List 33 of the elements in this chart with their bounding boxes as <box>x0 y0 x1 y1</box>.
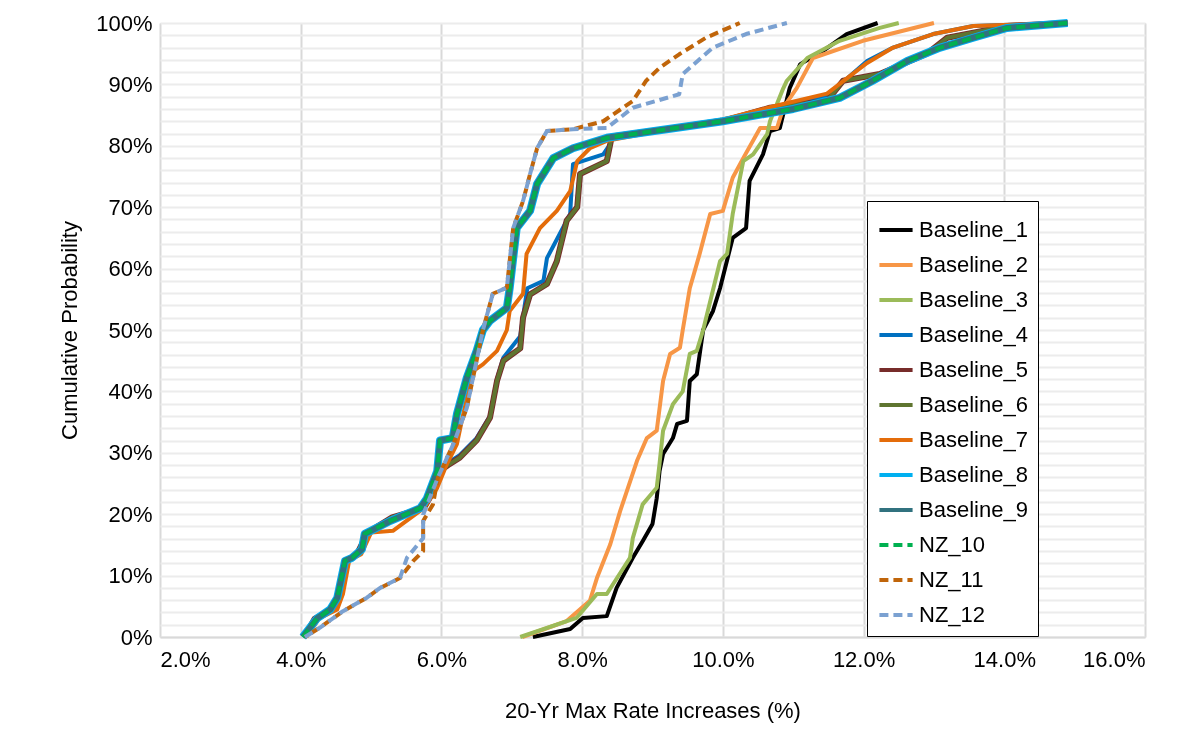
y-tick-label: 20% <box>108 501 153 527</box>
legend-label: Baseline_3 <box>919 287 1028 312</box>
legend-label: Baseline_6 <box>919 392 1028 417</box>
legend-label: NZ_12 <box>919 602 986 627</box>
x-tick-label: 10.0% <box>692 646 755 672</box>
x-tick-label: 8.0% <box>557 646 608 672</box>
legend-label: Baseline_9 <box>919 497 1028 522</box>
y-tick-label: 40% <box>108 378 153 404</box>
legend-label: NZ_11 <box>919 567 984 592</box>
y-tick-label: 50% <box>108 317 153 343</box>
legend-label: Baseline_1 <box>919 217 1028 242</box>
y-tick-label: 0% <box>120 624 153 650</box>
y-tick-label: 30% <box>108 440 153 466</box>
legend-label: Baseline_5 <box>919 357 1028 382</box>
legend-label: Baseline_4 <box>919 322 1028 347</box>
x-tick-label: 2.0% <box>160 646 211 672</box>
legend-label: Baseline_7 <box>919 427 1028 452</box>
x-tick-label: 4.0% <box>276 646 327 672</box>
x-tick-label: 6.0% <box>416 646 468 672</box>
y-axis-title: Cumulative Probability <box>57 221 83 440</box>
y-tick-label: 90% <box>108 71 153 97</box>
y-tick-label: 10% <box>108 563 153 589</box>
x-tick-label: 12.0% <box>832 646 896 672</box>
x-tick-label: 14.0% <box>973 646 1036 672</box>
x-tick-label: 16.0% <box>1083 646 1146 672</box>
legend-label: Baseline_2 <box>919 252 1028 277</box>
y-tick-label: 70% <box>108 194 153 220</box>
y-tick-label: 80% <box>108 133 153 159</box>
legend-label: NZ_10 <box>919 532 986 557</box>
legend-label: Baseline_8 <box>919 462 1028 487</box>
x-axis-title: 20-Yr Max Rate Increases (%) <box>505 697 801 723</box>
y-tick-label: 100% <box>96 10 153 36</box>
y-tick-label: 60% <box>108 256 153 282</box>
